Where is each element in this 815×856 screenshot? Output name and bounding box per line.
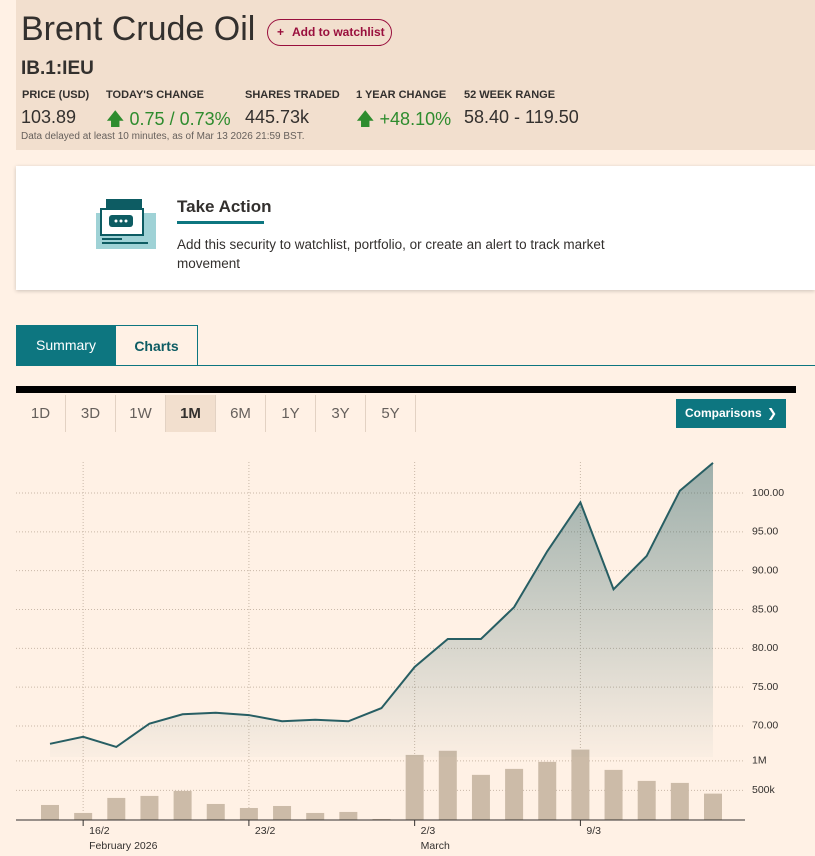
range-button[interactable]: 6M [216, 395, 266, 432]
volume-bar [206, 803, 225, 820]
title: Brent Crude Oil [21, 10, 256, 48]
stat-value: 103.89 [21, 107, 77, 127]
stat-label: 52 WEEK RANGE [464, 89, 556, 101]
price-line [49, 462, 714, 749]
volume-bar [306, 812, 325, 820]
tab-line [16, 365, 815, 366]
stat-value: 58.40 - 119.50 [464, 107, 579, 127]
title-underline [177, 221, 264, 224]
y2-tick-label: 500k [752, 784, 776, 796]
take-action-text: Add this security to watchlist, portfoli… [177, 237, 605, 271]
y-tick-label: 100.00 [752, 487, 784, 499]
volume-bar [405, 754, 424, 820]
volume-bar [571, 749, 590, 820]
range-button[interactable]: 1D [16, 395, 66, 432]
x-group-label: March [421, 840, 450, 852]
volume-bar [74, 812, 93, 820]
plus-icon: + [277, 25, 285, 39]
volume-bar [471, 774, 490, 820]
stat-label: SHARES TRADED [245, 89, 340, 101]
volume-bar [670, 782, 689, 820]
y-tick-label: 90.00 [752, 564, 778, 576]
range-button[interactable]: 1Y [266, 395, 316, 432]
y-tick-label: 80.00 [752, 642, 778, 654]
stat-value: 🡅 +48.10% [356, 107, 451, 137]
y-tick-label: 95.00 [752, 526, 778, 538]
header [16, 0, 815, 150]
range-button[interactable]: 3D [66, 395, 116, 432]
range-button[interactable]: 3Y [316, 395, 366, 432]
volume-bar [173, 790, 192, 820]
volume-bar [538, 761, 557, 820]
x-tick-label: 2/3 [421, 825, 436, 837]
x-tick-label: 16/2 [89, 825, 110, 837]
y2-tick-label: 1M [752, 755, 767, 767]
range-button[interactable]: 1W [116, 395, 166, 432]
stat-label: TODAY'S CHANGE [106, 89, 204, 101]
y-tick-label: 85.00 [752, 603, 778, 615]
chevron-icon: ❯ [766, 406, 777, 420]
volume-bar [704, 793, 722, 820]
volume-bar [273, 805, 292, 820]
tab-active[interactable]: Summary [16, 325, 116, 366]
volume-bar [107, 797, 126, 820]
stat-label: PRICE (USD) [22, 89, 90, 101]
take-action-title: Take Action [177, 197, 272, 216]
stat-value-text: +48.10% [379, 109, 452, 129]
y-tick-label: 75.00 [752, 681, 778, 693]
volume-bar [140, 795, 159, 820]
volume-bar [239, 807, 258, 820]
x-group-label: February 2026 [89, 840, 157, 852]
chart-top-bar [16, 386, 796, 393]
stat-value: 🡅 0.75 / 0.73% [106, 107, 231, 137]
stat-value-text: 0.75 / 0.73% [129, 109, 231, 129]
volume-bar [604, 769, 623, 820]
volume-bar [438, 750, 457, 820]
y-tick-label: 70.00 [752, 720, 778, 732]
up-arrow: 🡅 [356, 109, 375, 129]
tab[interactable]: Charts [115, 325, 198, 366]
price-area [50, 462, 713, 757]
disclaimer: Data delayed at least 10 minutes, as of … [21, 131, 305, 142]
watchlist-label: Add to watchlist [292, 25, 385, 39]
volume-bar [41, 804, 59, 820]
stat-label: 1 YEAR CHANGE [356, 89, 447, 101]
range-button[interactable]: 5Y [366, 395, 416, 432]
comparisons-button[interactable]: Comparisons ❯ [676, 399, 786, 428]
up-arrow: 🡅 [106, 109, 125, 129]
x-tick-label: 9/3 [586, 825, 601, 837]
symbol: IB.1:IEU [21, 58, 94, 79]
x-tick-label: 23/2 [255, 825, 276, 837]
comparisons-label: Comparisons [685, 406, 762, 420]
take-action-icon [96, 199, 156, 249]
stat-value: 445.73k [245, 107, 310, 127]
volume-bar [339, 811, 358, 820]
watchlist-button[interactable]: + Add to watchlist [267, 19, 392, 46]
volume-bar [505, 768, 524, 820]
volume-bar [637, 780, 656, 820]
range-button-active[interactable]: 1M [166, 395, 216, 432]
volume-bar [372, 818, 391, 820]
